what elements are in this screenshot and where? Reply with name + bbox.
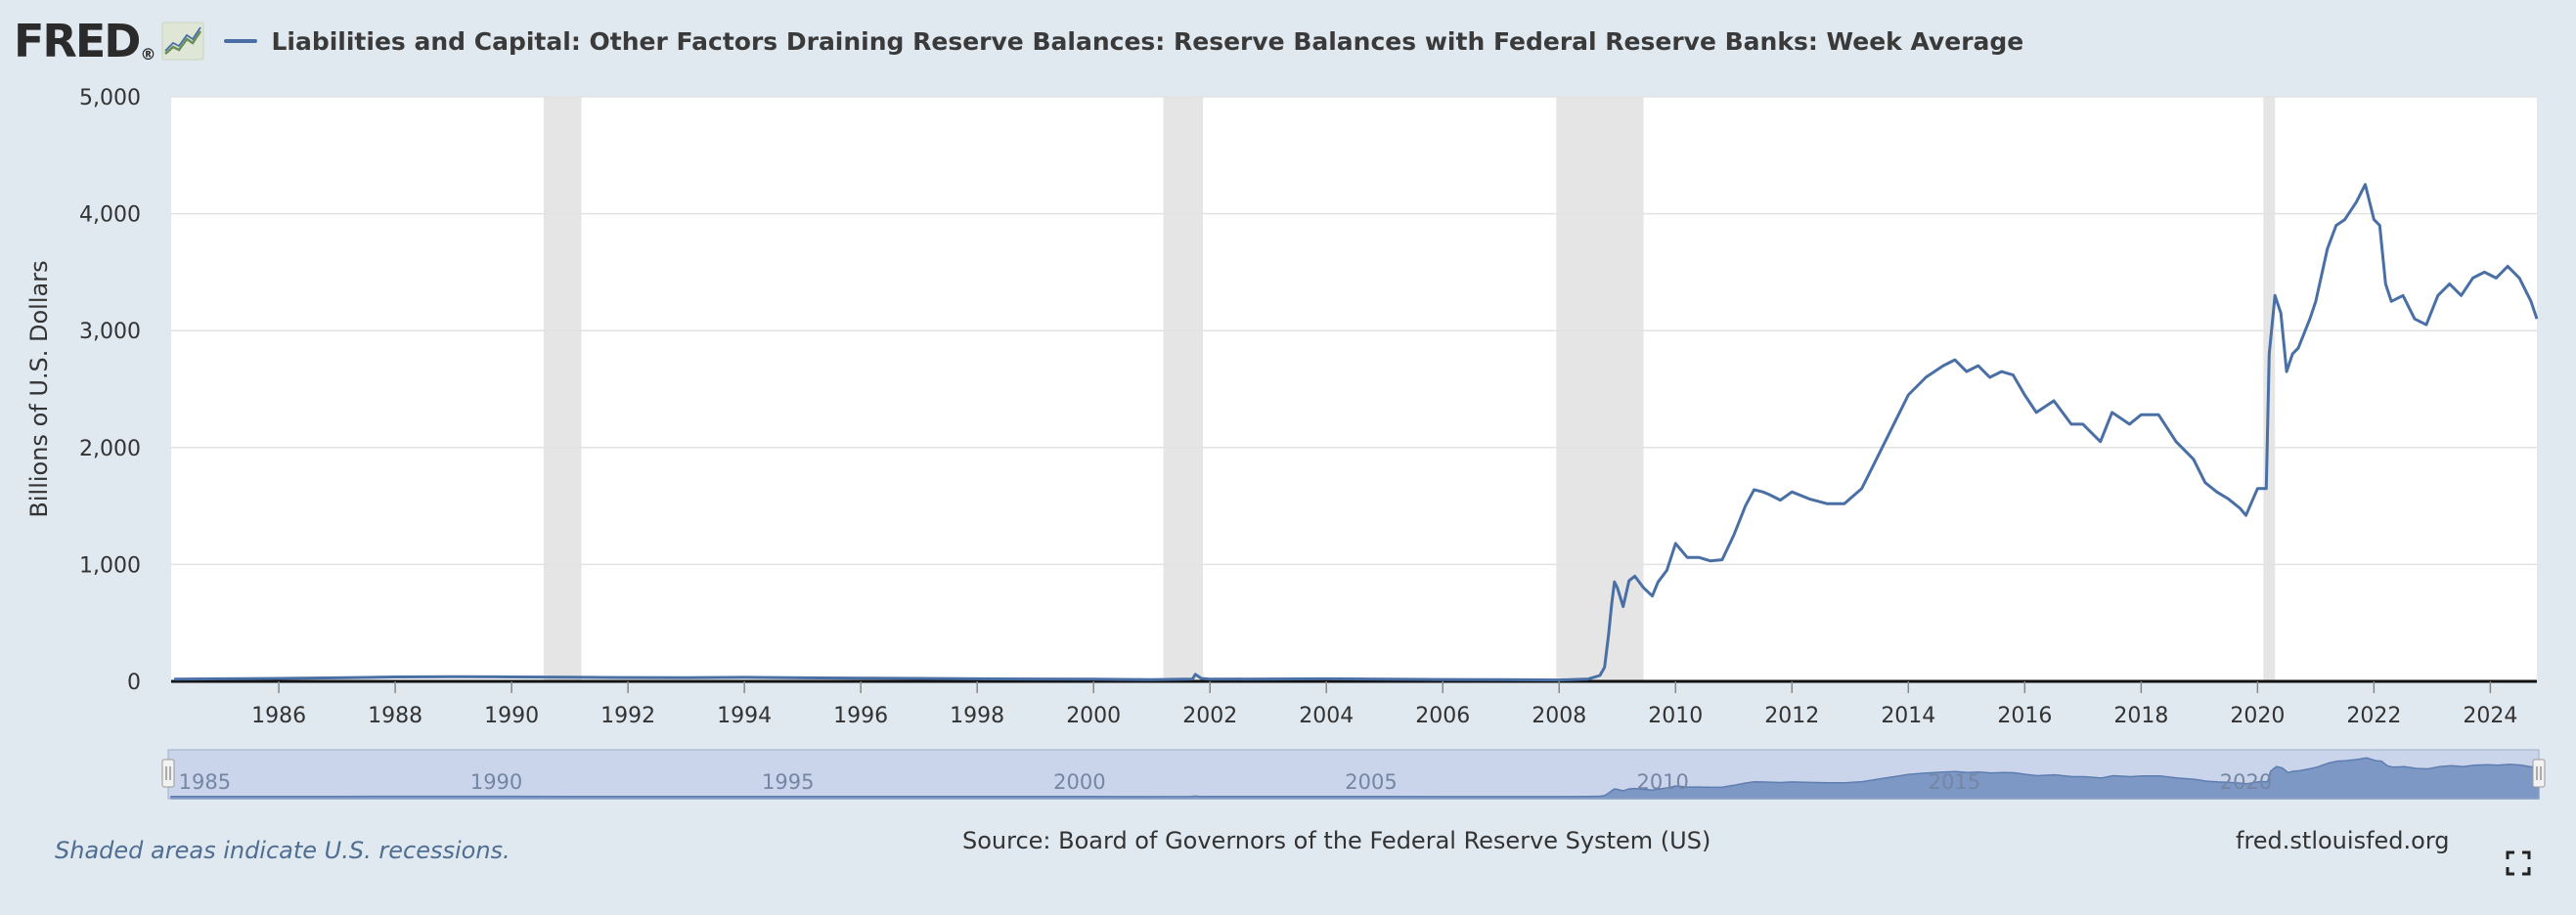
y-axis-label: Billions of U.S. Dollars [25,260,53,517]
y-tick-label: 1,000 [79,553,141,578]
recession-band [1163,97,1204,681]
navigator-handle[interactable] [161,759,175,788]
x-tick-label: 1996 [833,704,888,728]
x-tick-label: 2024 [2463,704,2517,728]
site-link[interactable]: fred.stlouisfed.org [2236,827,2450,854]
y-tick-label: 2,000 [79,437,141,461]
navigator-year-label: 2005 [1345,770,1397,794]
y-tick-label: 0 [127,671,141,695]
x-tick-label: 2010 [1648,704,1703,728]
x-tick-label: 2004 [1299,704,1354,728]
registered-mark: ® [140,44,156,64]
x-tick-label: 2018 [2113,704,2168,728]
x-tick-label: 2014 [1881,704,1935,728]
x-tick-label: 1992 [600,704,655,728]
series-title[interactable]: Liabilities and Capital: Other Factors D… [271,26,2024,56]
chart-area[interactable]: 0 1,000 2,000 3,000 4,000 5,000 Billions of U.… [0,0,2576,821]
x-tick-label: 1998 [950,704,1004,728]
x-tick-label: 1990 [484,704,539,728]
navigator-year-label: 1990 [470,770,522,794]
navigator-handle[interactable] [2532,759,2546,788]
y-tick-label: 3,000 [79,320,141,344]
fullscreen-icon[interactable] [2506,850,2531,876]
navigator-year-label: 2000 [1053,770,1105,794]
fred-logo[interactable]: FRED [14,15,141,67]
x-tick-label: 2000 [1066,704,1121,728]
navigator-year-label: 2020 [2220,770,2272,794]
recession-band [543,97,582,681]
navigator-series [170,757,2540,800]
x-tick-label: 2002 [1182,704,1237,728]
y-tick-label: 5,000 [79,86,141,110]
navigator-year-label: 1995 [762,770,814,794]
x-tick-label: 1988 [368,704,422,728]
x-tick-label: 1994 [717,704,772,728]
x-tick-label: 2016 [1997,704,2052,728]
x-tick-label: 1986 [251,704,306,728]
navigator-selection [167,749,2540,800]
x-tick-label: 2008 [1532,704,1586,728]
x-tick-label: 2022 [2346,704,2401,728]
x-tick-label: 2012 [1764,704,1819,728]
series-line [173,183,2539,682]
x-tick-label: 2006 [1415,704,1470,728]
fred-chart-icon [161,22,204,61]
chart-header: FRED ® Liabilities and Capital: Other Fa… [14,14,2023,68]
navigator-year-label: 2015 [1929,770,1980,794]
recession-band [1556,97,1644,681]
x-tick-label: 2020 [2230,704,2285,728]
navigator-year-label: 2010 [1636,770,1688,794]
y-tick-label: 4,000 [79,203,141,228]
recession-note: Shaded areas indicate U.S. recessions. [55,837,511,864]
plot-background [171,97,2537,681]
source-text: Source: Board of Governors of the Federa… [962,827,1711,854]
navigator-year-label: 1985 [179,770,231,794]
series-legend-line [224,39,258,43]
